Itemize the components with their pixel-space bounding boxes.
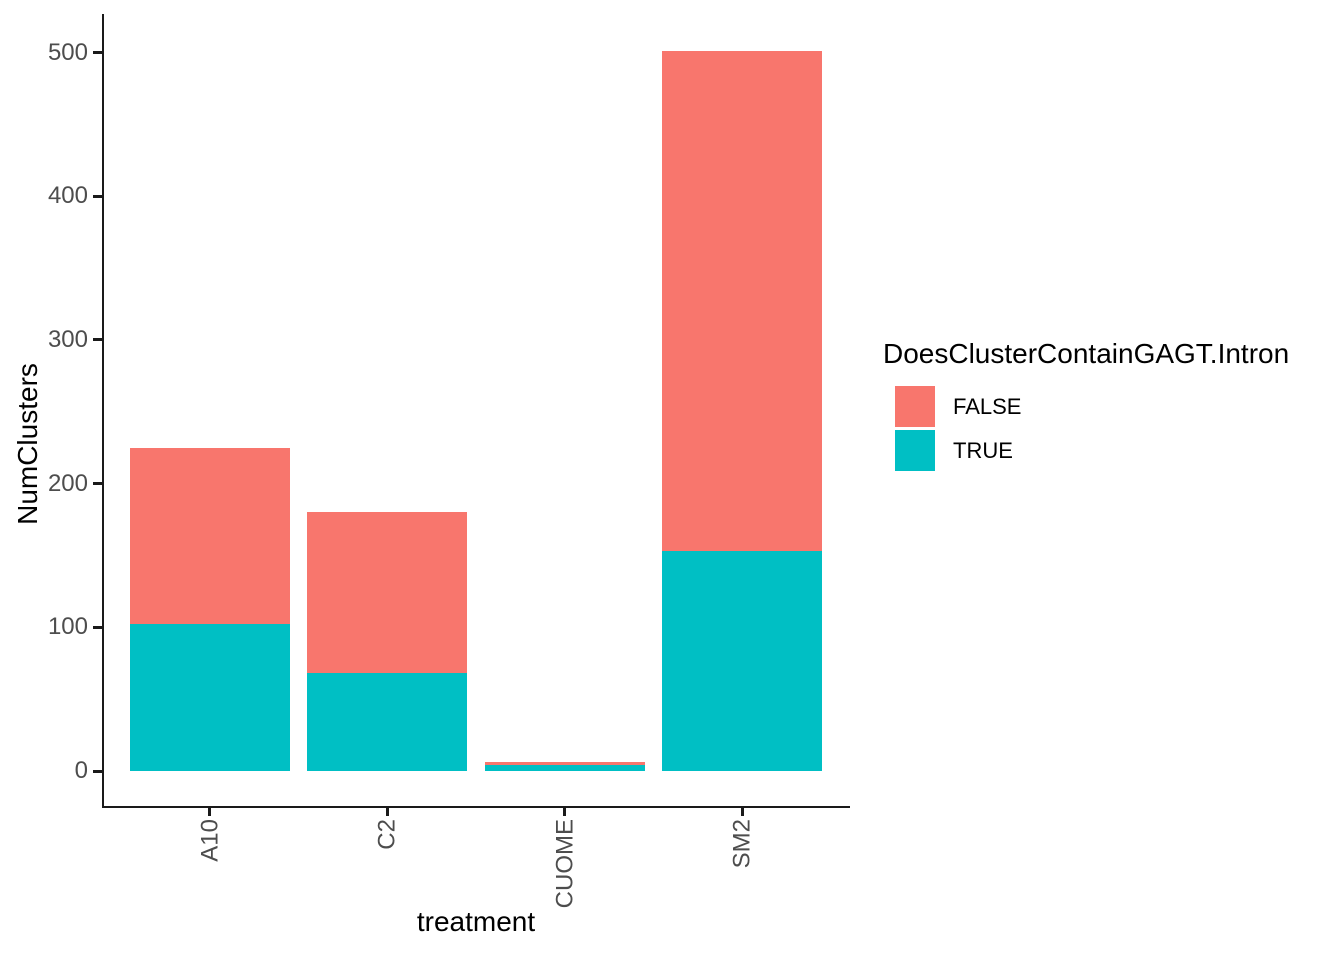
x-tick-C2 bbox=[385, 808, 389, 816]
x-tick-SM2 bbox=[740, 808, 744, 816]
x-tick-label-C2: C2 bbox=[373, 819, 401, 850]
y-tick-label-0: 0 bbox=[74, 757, 88, 784]
y-tick-label-300: 300 bbox=[47, 325, 88, 353]
x-axis-line bbox=[102, 806, 850, 808]
y-axis-title: NumClusters bbox=[12, 363, 43, 525]
y-tick-300 bbox=[93, 338, 102, 342]
y-tick-500 bbox=[93, 51, 102, 54]
legend-label-true: TRUE bbox=[953, 437, 1013, 463]
bar-segment-CUOME-true bbox=[484, 765, 645, 771]
bar-segment-C2-true bbox=[307, 673, 468, 771]
y-tick-200 bbox=[93, 482, 102, 486]
y-tick-label-500: 500 bbox=[47, 38, 88, 66]
legend-item-true: TRUE bbox=[883, 430, 1343, 471]
bar-segment-A10-true bbox=[129, 624, 290, 771]
y-tick-label-200: 200 bbox=[47, 469, 88, 497]
y-tick-100 bbox=[93, 625, 102, 629]
bar-segment-CUOME-false bbox=[484, 762, 645, 766]
x-tick-label-A10: A10 bbox=[196, 819, 224, 862]
y-tick-0 bbox=[93, 769, 102, 773]
legend-swatch-true-icon bbox=[895, 430, 935, 471]
legend-item-false: FALSE bbox=[883, 386, 1343, 427]
x-tick-CUOME bbox=[563, 808, 567, 816]
x-axis-title: treatment bbox=[416, 906, 536, 937]
bar-segment-A10-false bbox=[129, 447, 290, 625]
y-tick-label-100: 100 bbox=[47, 613, 88, 641]
y-tick-400 bbox=[93, 194, 102, 198]
y-tick-label-400: 400 bbox=[47, 182, 88, 210]
legend-title: DoesClusterContainGAGT.Intron bbox=[883, 338, 1290, 369]
legend-swatch-false-icon bbox=[895, 386, 935, 427]
x-tick-label-SM2: SM2 bbox=[728, 819, 756, 869]
bar-segment-SM2-true bbox=[662, 551, 823, 771]
x-tick-A10 bbox=[208, 808, 212, 816]
y-axis-line bbox=[102, 14, 104, 808]
x-tick-label-CUOME: CUOME bbox=[551, 819, 579, 909]
legend-label-false: FALSE bbox=[953, 393, 1022, 419]
legend: DoesClusterContainGAGT.Intron FALSE TRUE bbox=[883, 338, 1343, 474]
bar-segment-SM2-false bbox=[662, 51, 823, 552]
bar-segment-C2-false bbox=[307, 512, 468, 674]
